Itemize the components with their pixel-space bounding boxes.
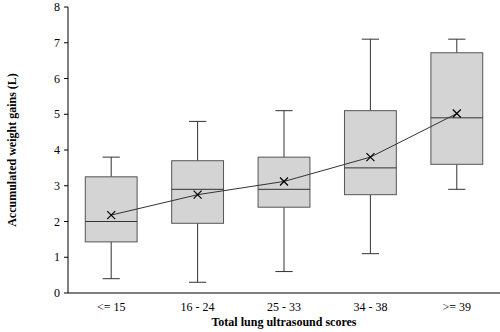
mean-marker	[194, 191, 202, 199]
median	[431, 117, 483, 118]
mean-marker	[107, 211, 115, 219]
whisker-lower	[111, 242, 112, 279]
box	[344, 111, 396, 195]
cap-min	[362, 253, 379, 254]
x-axis-label: Total lung ultrasound scores	[211, 315, 356, 329]
y-tick	[64, 293, 68, 294]
x-axis	[68, 293, 500, 294]
cap-min	[189, 282, 206, 283]
y-tick-label: 1	[54, 250, 60, 264]
y-tick	[64, 150, 68, 151]
y-tick	[64, 221, 68, 222]
cap-max	[448, 39, 465, 40]
chart: 0 1 2 3 4 5 6 7 8 <= 15 16 - 24 25 - 33 34 - 38 >= 39…	[0, 0, 500, 332]
whisker-upper	[284, 111, 285, 157]
y-tick	[64, 257, 68, 258]
x-tick-label: <= 15	[97, 300, 126, 314]
y-tick	[64, 78, 68, 79]
cap-max	[103, 157, 120, 158]
y-tick-label: 5	[54, 107, 60, 121]
cap-max	[362, 39, 379, 40]
y-tick-label: 8	[54, 0, 60, 14]
mean-marker	[453, 110, 461, 118]
y-tick-label: 6	[54, 72, 60, 86]
whisker-lower	[370, 195, 371, 254]
whisker-lower	[456, 164, 457, 189]
whisker-lower	[284, 207, 285, 271]
y-tick	[64, 185, 68, 186]
y-axis-label: Accumulated weight gains (L)	[5, 73, 19, 227]
cap-min	[448, 189, 465, 190]
box	[431, 53, 483, 165]
median	[172, 189, 224, 190]
x-tick-label: >= 39	[443, 300, 472, 314]
x-tick-label: 16 - 24	[181, 300, 215, 314]
mean-marker	[280, 177, 288, 185]
y-tick	[64, 7, 68, 8]
y-tick-label: 0	[54, 286, 60, 300]
whisker-lower	[197, 223, 198, 282]
cap-min	[103, 278, 120, 279]
median	[344, 167, 396, 168]
whisker-upper	[197, 121, 198, 160]
mean-line	[111, 114, 457, 216]
plot-area	[85, 39, 482, 282]
y-tick-label: 2	[54, 215, 60, 229]
y-tick	[64, 114, 68, 115]
median	[258, 189, 310, 190]
median	[85, 221, 137, 222]
cap-max	[275, 110, 292, 111]
y-tick	[64, 42, 68, 43]
x-tick-label: 34 - 38	[353, 300, 387, 314]
whisker-upper	[111, 157, 112, 177]
y-tick-label: 4	[54, 143, 60, 157]
mean-marker	[366, 153, 374, 161]
box	[258, 157, 310, 207]
x-tick-label: 25 - 33	[267, 300, 301, 314]
whisker-upper	[456, 39, 457, 53]
whisker-upper	[370, 39, 371, 111]
box	[85, 177, 137, 242]
cap-min	[275, 271, 292, 272]
cap-max	[189, 121, 206, 122]
y-tick-label: 3	[54, 179, 60, 193]
y-tick-label: 7	[54, 36, 60, 50]
